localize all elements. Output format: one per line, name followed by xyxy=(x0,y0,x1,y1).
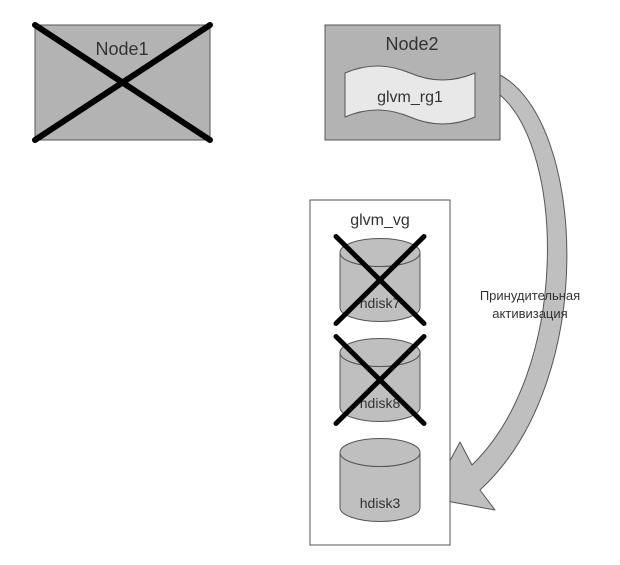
disk-label: hdisk3 xyxy=(360,495,401,511)
arrow-label-line1: Принудительная xyxy=(480,288,580,303)
disk-cylinder: hdisk8 xyxy=(336,337,424,424)
node2-label: Node2 xyxy=(385,34,438,54)
node1-label: Node1 xyxy=(95,39,148,59)
resource-group-label: glvm_rg1 xyxy=(377,89,443,106)
node1-box: Node1 xyxy=(35,25,210,140)
diagram-canvas: Node1 Node2 Принудительная активизация glvm_… xyxy=(0,0,620,565)
disk-cylinder: hdisk3 xyxy=(340,439,420,522)
volume-group-label: glvm_vg xyxy=(350,212,410,229)
arrow-label-line2: активизация xyxy=(492,306,567,321)
disk-cylinder: hdisk7 xyxy=(336,237,424,324)
